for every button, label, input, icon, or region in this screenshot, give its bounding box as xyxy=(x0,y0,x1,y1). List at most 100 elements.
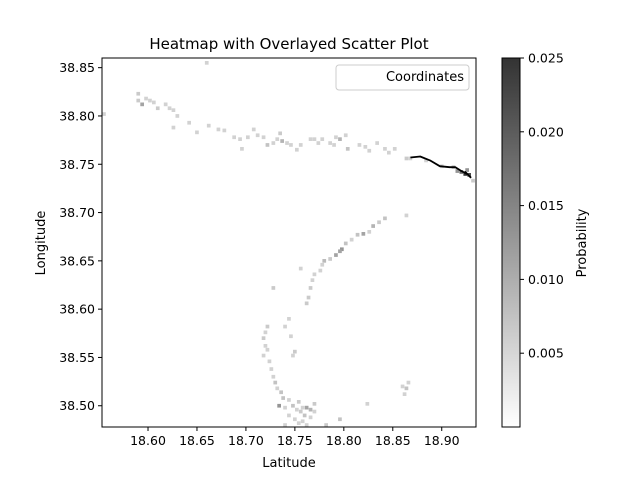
heat-cell xyxy=(338,137,342,141)
heat-cell xyxy=(312,272,317,277)
heat-cell xyxy=(312,409,317,414)
heat-cell xyxy=(298,266,303,271)
heat-cell xyxy=(308,415,313,420)
heat-cell xyxy=(365,402,370,406)
heat-cell xyxy=(238,137,242,141)
heat-cell xyxy=(136,91,141,96)
heat-cell xyxy=(140,102,144,107)
heat-cell xyxy=(367,230,372,234)
colorbar: 0.005 0.010 0.015 0.020 0.025 Probability xyxy=(501,51,590,428)
colorbar-tick-label: 0.020 xyxy=(528,124,564,139)
x-tick-label: 18.90 xyxy=(424,433,460,448)
heat-cell xyxy=(171,125,176,130)
heat-cell xyxy=(251,127,256,132)
heat-cell xyxy=(298,143,303,147)
heat-cell xyxy=(343,133,348,138)
heat-cell xyxy=(355,232,360,237)
heat-cell xyxy=(295,147,299,152)
heat-cell xyxy=(298,409,303,414)
colorbar-tick-label: 0.025 xyxy=(528,51,564,66)
heat-cell xyxy=(404,213,409,218)
heat-cell xyxy=(283,405,287,410)
heat-cell xyxy=(195,130,199,135)
heat-cell xyxy=(300,405,305,410)
heat-cell xyxy=(308,407,313,412)
heat-cell xyxy=(148,98,152,103)
heat-cell xyxy=(273,380,278,385)
y-tick-label: 38.55 xyxy=(59,350,95,365)
colorbar-label: Probability xyxy=(575,208,590,277)
y-axis: 38.50 38.55 38.60 38.65 38.70 38.75 38.80 38.85 xyxy=(59,60,102,413)
heat-cell xyxy=(287,413,291,418)
heat-cell xyxy=(171,108,176,112)
heat-cell xyxy=(404,386,409,391)
heat-cell xyxy=(471,178,475,183)
heatmap-cells xyxy=(102,61,475,427)
heat-cell xyxy=(402,392,407,396)
heat-cell xyxy=(275,137,280,141)
chart-title: Heatmap with Overlayed Scatter Plot xyxy=(149,35,428,53)
heat-cell xyxy=(261,353,266,358)
heat-cell xyxy=(155,106,160,111)
heat-cell xyxy=(392,147,397,151)
heat-cell xyxy=(278,131,282,136)
heat-cell xyxy=(136,98,141,103)
heat-cell xyxy=(338,249,342,254)
heat-cell xyxy=(265,324,270,329)
x-tick-label: 18.60 xyxy=(130,433,166,448)
heat-cell xyxy=(338,417,342,422)
heat-cell xyxy=(263,344,268,348)
heat-cell xyxy=(367,148,372,153)
heat-cell xyxy=(312,137,317,141)
x-tick-label: 18.65 xyxy=(179,433,215,448)
heat-cell xyxy=(291,353,295,358)
heat-cell xyxy=(424,158,428,163)
heat-cell xyxy=(240,147,244,151)
heat-cell xyxy=(279,390,283,395)
heat-cell xyxy=(296,421,301,425)
heat-cell xyxy=(408,156,413,161)
heat-cell xyxy=(322,259,327,263)
colorbar-ticks: 0.005 0.010 0.015 0.020 0.025 xyxy=(520,51,564,361)
heat-cell xyxy=(265,143,270,147)
heat-cell xyxy=(465,168,469,172)
heat-cell xyxy=(304,301,309,306)
heat-cell xyxy=(296,400,301,404)
heat-cell xyxy=(175,114,180,118)
coordinate-trace-line xyxy=(410,155,472,179)
x-tick-label: 18.70 xyxy=(228,433,264,448)
heat-cell xyxy=(383,216,387,221)
heat-cell xyxy=(349,237,354,242)
heat-cell xyxy=(404,156,409,161)
heat-cell xyxy=(293,417,297,422)
heat-cell xyxy=(206,123,211,128)
heat-cell xyxy=(289,143,293,147)
y-tick-label: 38.60 xyxy=(59,302,95,317)
y-tick-label: 38.50 xyxy=(59,398,95,413)
heat-cell xyxy=(267,359,272,364)
heat-cell xyxy=(271,286,276,290)
y-tick-label: 38.65 xyxy=(59,253,95,268)
heat-cell xyxy=(387,150,391,155)
heat-cell xyxy=(304,423,309,427)
scatter-trace xyxy=(410,155,472,179)
heat-cell xyxy=(285,141,289,145)
heat-cell xyxy=(300,419,305,424)
heat-cell xyxy=(102,112,106,116)
x-tick-label: 18.75 xyxy=(277,433,313,448)
heat-cell xyxy=(340,247,344,252)
heat-cell xyxy=(383,147,387,151)
heat-cell xyxy=(320,262,325,267)
heat-cell xyxy=(371,224,375,228)
heat-cell xyxy=(232,135,236,140)
heat-cell xyxy=(144,96,148,101)
legend: Coordinates xyxy=(335,64,470,91)
x-tick-label: 18.80 xyxy=(326,433,362,448)
heat-cell xyxy=(261,135,266,140)
heat-cell xyxy=(318,268,323,273)
heat-cell xyxy=(289,334,293,339)
heat-cell xyxy=(308,286,313,290)
heat-cell xyxy=(334,135,338,140)
heat-cell xyxy=(328,141,332,145)
